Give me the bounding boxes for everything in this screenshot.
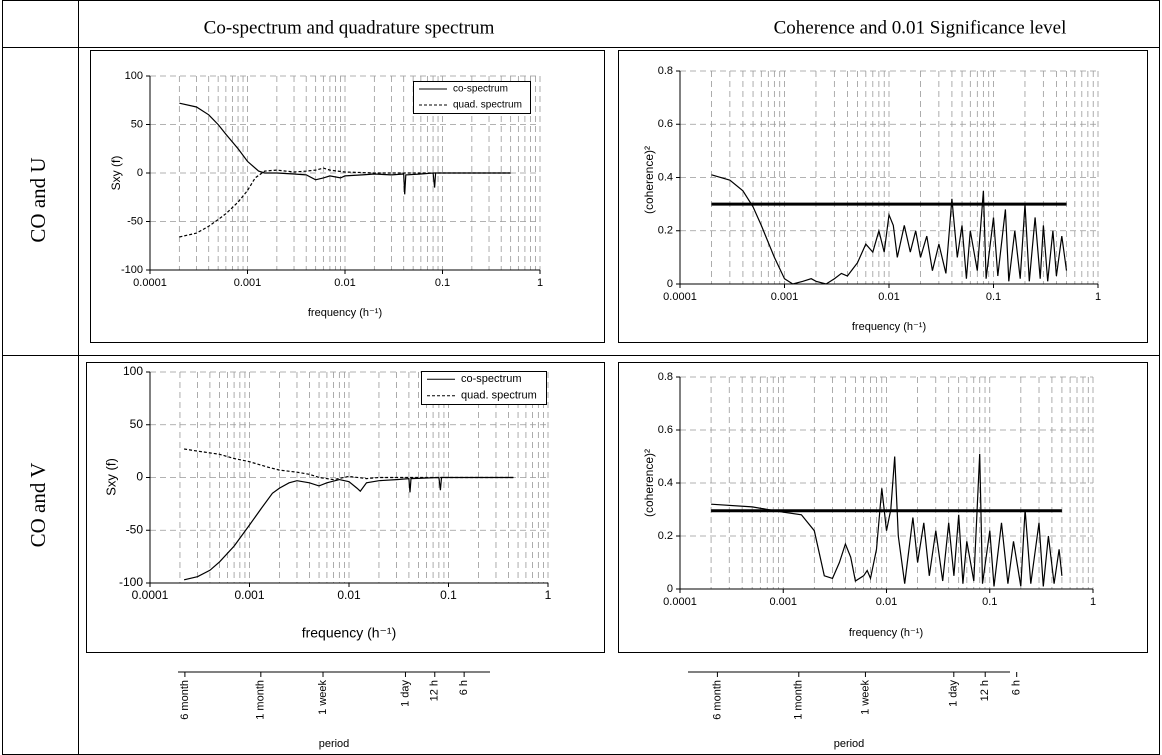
- y-tick-label: 0: [137, 167, 143, 179]
- x-tick-label: 0.01: [334, 277, 355, 289]
- y-tick-label: 0.4: [658, 477, 673, 489]
- y-axis-label: (coherence)²: [642, 449, 656, 517]
- period-tick-label: 1 month: [793, 680, 805, 720]
- y-tick-label: 50: [130, 417, 144, 431]
- y-tick-label: -100: [121, 264, 143, 276]
- row-label: CO and U: [26, 157, 50, 242]
- period-tick-label: 1 day: [948, 680, 960, 707]
- x-tick-label: 0.0001: [663, 596, 697, 608]
- y-tick-label: 0.2: [658, 225, 673, 237]
- period-tick-label: 12 h: [429, 680, 441, 701]
- period-axis-label: period: [834, 738, 865, 750]
- y-tick-label: -50: [126, 522, 144, 536]
- legend-box: [413, 81, 531, 114]
- x-tick-label: 0.01: [337, 588, 361, 602]
- y-tick-label: 0.6: [658, 118, 673, 130]
- period-tick-label: 6 h: [1011, 680, 1023, 695]
- legend-label: co-spectrum: [453, 84, 508, 95]
- x-tick-label: 1: [545, 588, 552, 602]
- y-axis-label: Sxy (f): [103, 458, 118, 496]
- period-tick-label: 12 h: [979, 680, 991, 701]
- x-axis-label: frequency (h⁻¹): [302, 625, 397, 641]
- y-tick-label: 50: [131, 118, 143, 130]
- y-tick-label: 0.6: [658, 424, 673, 436]
- period-tick-label: 1 week: [317, 680, 329, 715]
- y-tick-label: 0.8: [658, 65, 673, 77]
- x-tick-label: 1: [1090, 596, 1096, 608]
- y-tick-label: 0.8: [658, 371, 673, 383]
- x-tick-label: 0.001: [771, 291, 799, 303]
- y-tick-label: -100: [119, 575, 143, 589]
- data-line: [183, 476, 514, 581]
- column-title: Coherence and 0.01 Significance level: [774, 17, 1067, 38]
- chart-frame: [90, 50, 605, 343]
- data-line: [184, 448, 514, 481]
- chart-frame: [618, 50, 1148, 343]
- x-tick-label: 0.0001: [663, 291, 697, 303]
- x-tick-label: 0.1: [982, 596, 997, 608]
- y-tick-label: 0: [667, 583, 673, 595]
- period-tick-label: 1 day: [399, 680, 411, 707]
- y-tick-label: 0.2: [658, 530, 673, 542]
- period-tick-label: 6 h: [458, 680, 470, 695]
- period-tick-label: 6 month: [179, 680, 191, 720]
- legend-label: quad. spectrum: [453, 100, 522, 111]
- column-title: Co-spectrum and quadrature spectrum: [204, 17, 495, 38]
- x-tick-label: 0.0001: [132, 588, 169, 602]
- x-tick-label: 0.1: [440, 588, 457, 602]
- x-tick-label: 1: [1095, 291, 1101, 303]
- x-tick-label: 0.01: [876, 596, 897, 608]
- legend-box: [421, 371, 547, 405]
- x-tick-label: 0.1: [435, 277, 450, 289]
- x-tick-label: 0.1: [986, 291, 1001, 303]
- y-tick-label: 100: [125, 70, 143, 82]
- x-axis-label: frequency (h⁻¹): [849, 627, 923, 639]
- x-tick-label: 0.01: [878, 291, 899, 303]
- data-line: [179, 167, 511, 238]
- y-tick-label: 100: [123, 364, 143, 378]
- x-tick-label: 0.001: [769, 596, 797, 608]
- y-tick-label: 0: [667, 278, 673, 290]
- chart-frame: [618, 362, 1148, 653]
- x-axis-label: frequency (h⁻¹): [852, 321, 926, 333]
- period-tick-label: 6 month: [711, 680, 723, 720]
- y-axis-label: Sxy (f): [109, 156, 123, 191]
- x-tick-label: 1: [537, 277, 543, 289]
- period-axis-label: period: [319, 738, 350, 750]
- period-tick-label: 1 month: [255, 680, 267, 720]
- legend-label: co-spectrum: [461, 373, 522, 385]
- y-tick-label: -50: [127, 215, 143, 227]
- y-tick-label: 0: [136, 470, 143, 484]
- x-tick-label: 0.0001: [133, 277, 167, 289]
- data-line: [711, 453, 1063, 587]
- x-axis-label: frequency (h⁻¹): [308, 307, 382, 319]
- period-tick-label: 1 week: [859, 680, 871, 715]
- chart-frame: [86, 362, 605, 653]
- y-tick-label: 0.4: [658, 171, 673, 183]
- x-tick-label: 0.001: [234, 588, 264, 602]
- row-label: CO and V: [26, 463, 50, 548]
- data-line: [179, 102, 511, 195]
- y-axis-label: (coherence)²: [642, 146, 656, 214]
- x-tick-label: 0.001: [234, 277, 262, 289]
- legend-label: quad. spectrum: [461, 390, 537, 402]
